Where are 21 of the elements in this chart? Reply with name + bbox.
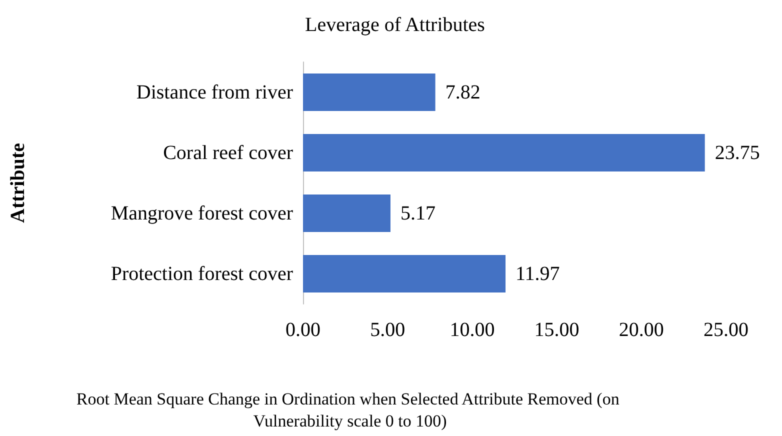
y-axis-title: Attribute <box>7 142 29 223</box>
y-tick-label: Mangrove forest cover <box>110 202 294 224</box>
y-tick-label: Distance from river <box>136 81 294 104</box>
data-label: 7.82 <box>445 81 480 104</box>
x-tick-label: 25.00 <box>704 319 748 341</box>
x-tick-label: 10.00 <box>450 319 495 341</box>
x-tick-label: 15.00 <box>534 319 580 341</box>
data-label: 11.97 <box>516 262 560 285</box>
x-tick-label: 0.00 <box>286 319 320 341</box>
x-axis-title: Root Mean Square Change in Ordination when Selected Attribute Removed (on Vulnerability scale 0 to 100) <box>76 390 624 430</box>
y-tick-label: Protection forest cover <box>110 262 294 285</box>
chart-title: Leverage of Attributes <box>305 14 486 36</box>
y-tick-label: Coral reef cover <box>163 142 294 164</box>
bar <box>303 134 705 172</box>
bar <box>303 254 506 293</box>
data-label: 23.75 <box>714 142 760 164</box>
data-label: 5.17 <box>400 202 436 224</box>
bar <box>303 194 390 232</box>
bar <box>303 73 436 112</box>
x-tick-label: 5.00 <box>370 319 406 341</box>
x-tick-label: 20.00 <box>618 319 664 341</box>
